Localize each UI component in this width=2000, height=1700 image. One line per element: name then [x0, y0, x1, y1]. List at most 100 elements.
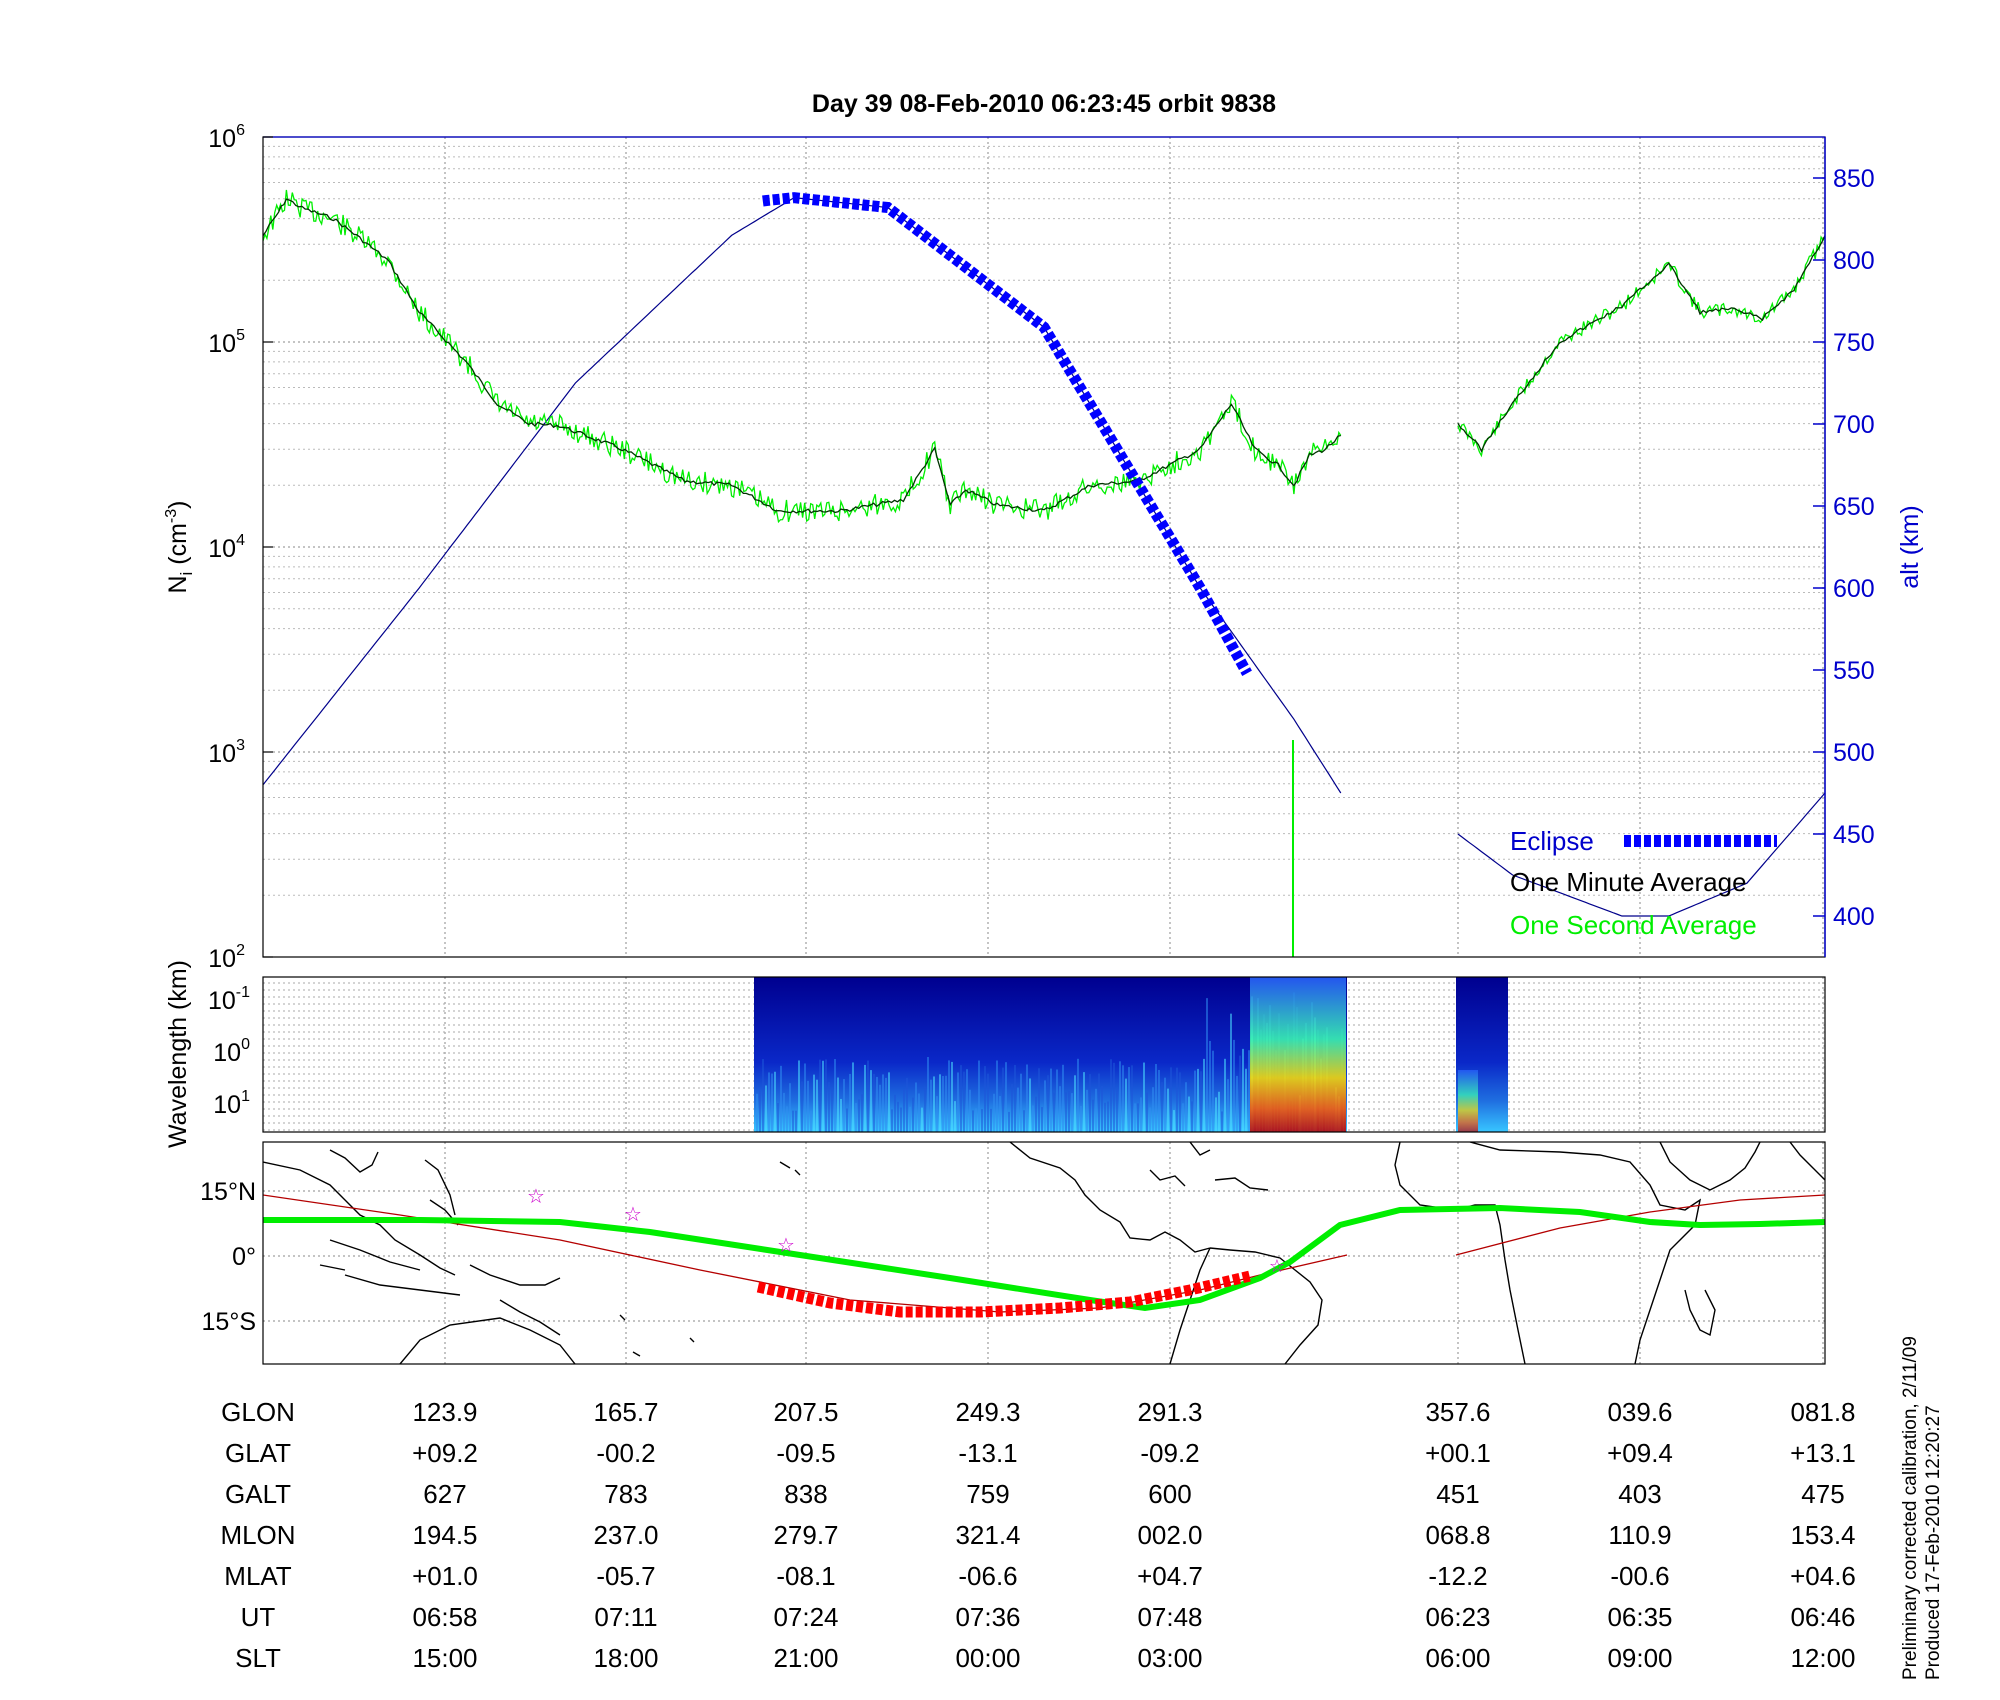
left-ytick-label-0: 102	[208, 942, 245, 973]
table-cell: 06:00	[1425, 1643, 1490, 1673]
magnetic-equator-track	[263, 1204, 1825, 1312]
y-axis-label-density: Ni (cm-3)	[163, 500, 196, 593]
table-cell: -09.2	[1140, 1438, 1199, 1468]
table-row-label: GALT	[225, 1479, 291, 1509]
table-row-label: MLAT	[224, 1561, 292, 1591]
table-cell: +04.6	[1790, 1561, 1856, 1591]
table-cell: 081.8	[1790, 1397, 1855, 1427]
table-cell: 165.7	[593, 1397, 658, 1427]
one-second-average-line	[263, 189, 1342, 524]
table-cell: 07:36	[955, 1602, 1020, 1632]
right-y-ticks: 400 450 500 550 600 650 700 750 800 850	[1813, 165, 1875, 931]
table-row-label: GLON	[221, 1397, 295, 1427]
table-cell: 068.8	[1425, 1520, 1490, 1550]
chart-title: Day 39 08-Feb-2010 06:23:45 orbit 9838	[812, 90, 1276, 118]
one-minute-average-line	[263, 198, 1341, 514]
table-cell: 110.9	[1608, 1520, 1671, 1550]
spectrogram-ytick-0: 10-1	[208, 984, 250, 1015]
table-cell: 07:11	[594, 1602, 657, 1632]
map-star-4: ☆	[1269, 1256, 1285, 1276]
right-ytick-label-1: 450	[1833, 821, 1875, 849]
table-cell: 759	[966, 1479, 1009, 1509]
altitude-line-2	[1457, 792, 1825, 917]
map-border	[262, 1141, 1826, 1365]
left-ytick-label-4: 106	[208, 122, 245, 153]
table-cell: 18:00	[593, 1643, 658, 1673]
map-star-1: ☆	[527, 1186, 545, 1208]
table-cell: 475	[1801, 1479, 1844, 1509]
table-cell: +09.4	[1607, 1438, 1673, 1468]
table-cell: 838	[784, 1479, 827, 1509]
right-ytick-label-4: 600	[1833, 575, 1875, 603]
table-cell: 237.0	[593, 1520, 658, 1550]
table-row-label: MLON	[220, 1520, 295, 1550]
top-grid	[263, 137, 1825, 958]
right-ytick-label-0: 400	[1833, 903, 1875, 931]
table-cell: 06:58	[412, 1602, 477, 1632]
table-cell: 123.9	[412, 1397, 477, 1427]
one-minute-average-line-2	[1457, 235, 1825, 453]
coastline-pacific-islands	[619, 1161, 801, 1357]
table-cell: 207.5	[773, 1397, 838, 1427]
table-cell: 07:48	[1137, 1602, 1202, 1632]
map-eclipse-segment	[756, 1270, 1252, 1318]
side-note-calibration: Preliminary corrected calibration, 2/11/…	[1900, 1336, 1921, 1680]
table-cell: -00.6	[1610, 1561, 1669, 1591]
spectrogram-y-ticks: 10-1 100 101	[208, 984, 250, 1119]
table-row-label: SLT	[235, 1643, 281, 1673]
table-cell: 279.7	[773, 1520, 838, 1550]
table-cell: 627	[423, 1479, 466, 1509]
table-cell: -13.1	[958, 1438, 1017, 1468]
y-axis-label-altitude: alt (km)	[1896, 505, 1924, 588]
table-cell: 194.5	[412, 1520, 477, 1550]
table-cell: 06:46	[1790, 1602, 1855, 1632]
right-ytick-label-6: 700	[1833, 411, 1875, 439]
spectrogram-panel: Wavelength (km) 10-1 100 101	[164, 960, 1826, 1148]
table-cell: 153.4	[1790, 1520, 1855, 1550]
table-cell: +13.1	[1790, 1438, 1856, 1468]
table-cell: 21:00	[773, 1643, 838, 1673]
legend-eclipse-label: Eclipse	[1510, 826, 1594, 856]
table-cell: -12.2	[1428, 1561, 1487, 1591]
table-cell: 039.6	[1607, 1397, 1672, 1427]
table-cell: -08.1	[776, 1561, 835, 1591]
legend-one-second-label: One Second Average	[1510, 910, 1757, 940]
map-star-2: ☆	[624, 1204, 642, 1226]
side-note-produced: Produced 17-Feb-2010 12:20:27	[1923, 1405, 1944, 1680]
right-ytick-label-2: 500	[1833, 739, 1875, 767]
right-ytick-label-3: 550	[1833, 657, 1875, 685]
table-cell: 249.3	[955, 1397, 1020, 1427]
top-panel: 102 103 104 105 106 400 450 500 550 600 650 700 750…	[163, 122, 1924, 973]
table-cell: 03:00	[1137, 1643, 1202, 1673]
map-ytick-15s: 15°S	[202, 1308, 256, 1336]
map-ytick-0: 0°	[232, 1243, 256, 1271]
spectrogram-ytick-1: 100	[213, 1036, 250, 1067]
table-cell: 002.0	[1137, 1520, 1202, 1550]
altitude-line	[263, 197, 1342, 794]
table-cell: 06:23	[1425, 1602, 1490, 1632]
coastline-arabia	[1659, 1142, 1825, 1191]
left-ytick-label-1: 103	[208, 737, 245, 768]
table-cell: +04.7	[1137, 1561, 1203, 1591]
coastline-africa	[1394, 1142, 1716, 1364]
right-ytick-label-9: 850	[1833, 165, 1875, 193]
table-cell: -00.2	[596, 1438, 655, 1468]
table-cell: 357.6	[1425, 1397, 1490, 1427]
map-star-3: ☆	[777, 1235, 795, 1257]
spectrogram-ytick-2: 101	[213, 1088, 250, 1119]
legend-one-minute-label: One Minute Average	[1510, 867, 1747, 897]
right-ytick-label-5: 650	[1833, 493, 1875, 521]
table-cell: 00:00	[955, 1643, 1020, 1673]
table-cell: 291.3	[1137, 1397, 1202, 1427]
table-cell: +09.2	[412, 1438, 478, 1468]
coastline-north-america	[1009, 1142, 1269, 1253]
table-row-label: GLAT	[225, 1438, 291, 1468]
coastline-australia	[399, 1317, 576, 1364]
left-ytick-label-3: 105	[208, 327, 245, 358]
map-grid	[263, 1142, 1825, 1364]
eclipse-marker-line	[762, 192, 1252, 676]
coastline-indonesia	[319, 1239, 561, 1336]
table-row-label: UT	[241, 1602, 276, 1632]
table-cell: +00.1	[1425, 1438, 1491, 1468]
